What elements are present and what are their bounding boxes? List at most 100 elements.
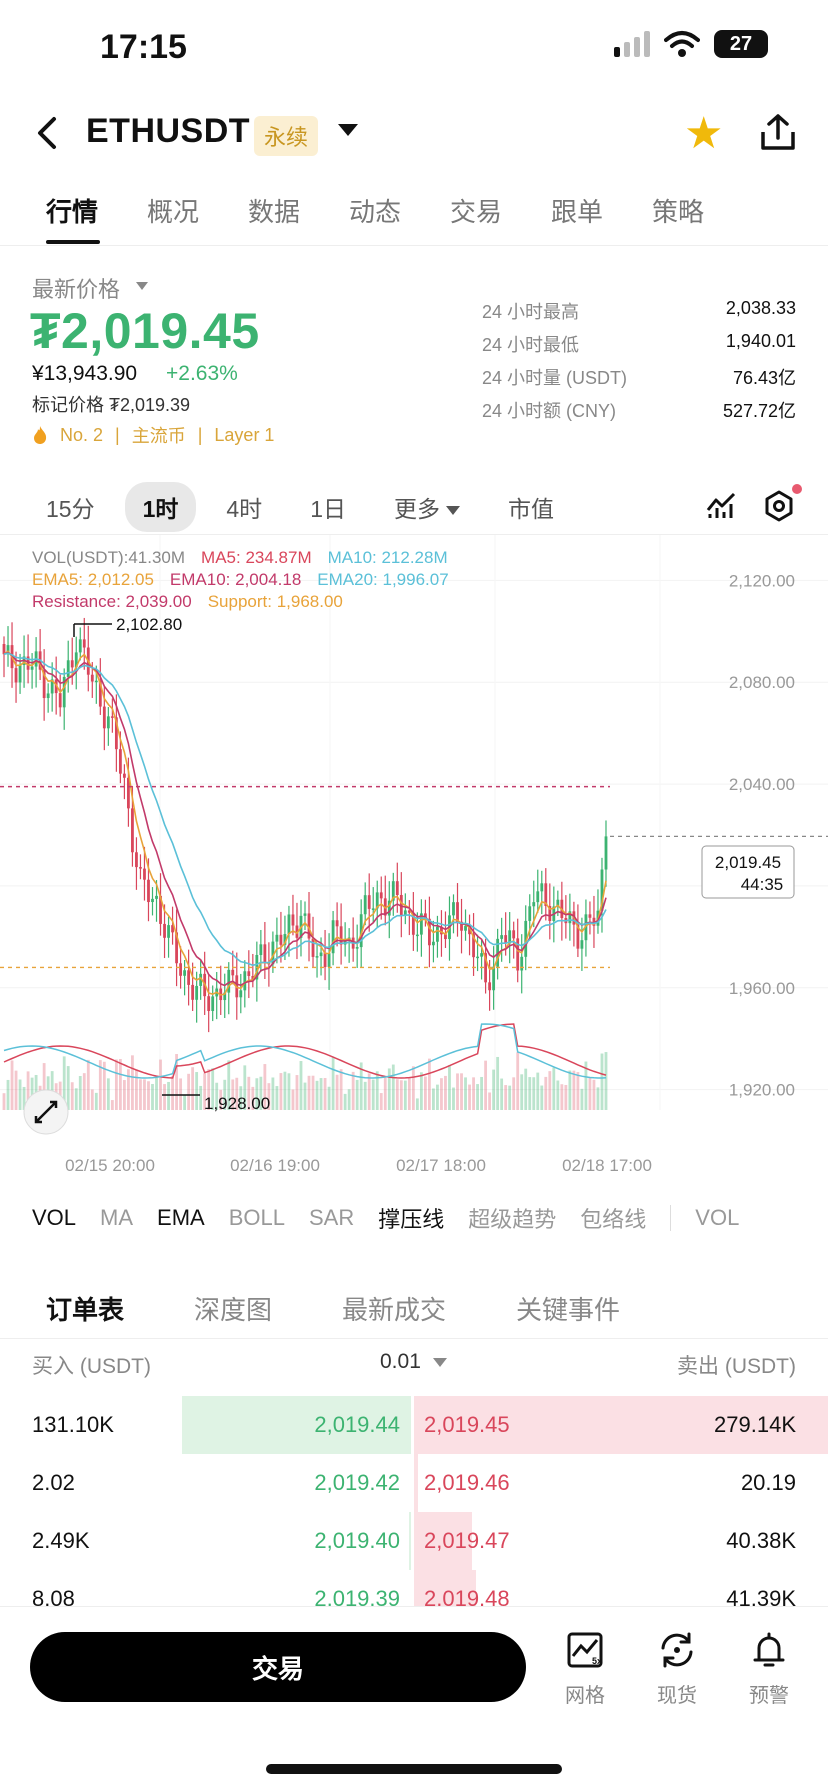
zoom-button[interactable] bbox=[23, 1089, 69, 1135]
caret-down-icon[interactable] bbox=[136, 282, 148, 290]
orderbook-row[interactable]: 131.10K 2,019.44 2,019.45 279.14K bbox=[0, 1396, 828, 1454]
tab-trades[interactable]: 最新成交 bbox=[342, 1295, 447, 1325]
volume-bar bbox=[131, 1055, 134, 1110]
tag-separator: | bbox=[197, 424, 203, 445]
volume-bar bbox=[215, 1082, 219, 1110]
back-button[interactable] bbox=[34, 112, 58, 162]
candle-body bbox=[359, 914, 363, 948]
indicator-boll[interactable]: BOLL bbox=[228, 1205, 285, 1230]
interval-1h[interactable]: 1时 bbox=[124, 482, 197, 532]
tab-strategy[interactable]: 策略 bbox=[652, 197, 705, 227]
volume-bar bbox=[355, 1079, 359, 1110]
stat-row: 24 小时额 (CNY) 527.72亿 bbox=[482, 397, 796, 430]
candle-body bbox=[516, 938, 520, 971]
tab-events[interactable]: 关键事件 bbox=[516, 1295, 621, 1325]
bell-icon bbox=[753, 1632, 785, 1667]
price-step-selector[interactable]: 0.01 bbox=[380, 1350, 447, 1374]
tab-news[interactable]: 动态 bbox=[349, 197, 402, 227]
candlestick-chart[interactable]: 2,120.002,080.002,040.002,000.001,960.00… bbox=[0, 535, 828, 1175]
volume-bar bbox=[18, 1079, 22, 1110]
candle-body bbox=[167, 925, 170, 938]
tab-trade[interactable]: 交易 bbox=[450, 197, 503, 227]
candle-body bbox=[114, 717, 118, 750]
y-tick-label: 2,120.00 bbox=[729, 571, 795, 590]
tab-data[interactable]: 数据 bbox=[248, 197, 301, 227]
volume-bar bbox=[74, 1088, 78, 1110]
volume-bar bbox=[199, 1085, 203, 1110]
candle-body bbox=[283, 934, 287, 945]
grid-button[interactable]: 5x 网格 bbox=[550, 1630, 620, 1708]
volume-bar bbox=[315, 1080, 319, 1110]
volume-bar bbox=[536, 1072, 540, 1110]
candle-body bbox=[287, 914, 291, 935]
symbol-title[interactable]: ETHUSDT bbox=[86, 112, 251, 150]
price-label[interactable]: 最新价格 bbox=[32, 277, 121, 302]
orderbook-row[interactable]: 2.49K 2,019.40 2,019.47 40.38K bbox=[0, 1512, 828, 1570]
spot-button[interactable]: 现货 bbox=[642, 1630, 712, 1708]
volume-bar bbox=[327, 1086, 331, 1110]
volume-bar bbox=[367, 1073, 371, 1110]
candle-body bbox=[568, 911, 572, 924]
interval-4h[interactable]: 4时 bbox=[226, 496, 263, 522]
category-tag[interactable]: 主流币 bbox=[131, 426, 186, 446]
chart-settings-button[interactable] bbox=[764, 490, 794, 527]
ema10-line bbox=[3, 651, 607, 987]
candle-body bbox=[371, 908, 375, 910]
market-cap-toggle[interactable]: 市值 bbox=[507, 496, 554, 522]
indicator-envelope[interactable]: 包络线 bbox=[580, 1207, 647, 1232]
candle-body bbox=[367, 895, 371, 909]
tab-depth[interactable]: 深度图 bbox=[194, 1295, 273, 1325]
caret-down-icon bbox=[445, 506, 460, 516]
volume-bar bbox=[488, 1092, 492, 1110]
indicator-vol[interactable]: VOL bbox=[32, 1205, 77, 1230]
volume-bar bbox=[432, 1088, 435, 1110]
rank-tag[interactable]: No. 2 bbox=[60, 424, 104, 445]
caret-down-icon bbox=[432, 1357, 447, 1367]
layer-tag[interactable]: Layer 1 bbox=[214, 424, 275, 445]
indicator-support-resistance[interactable]: 撑压线 bbox=[378, 1207, 445, 1232]
indicator-supertrend[interactable]: 超级趋势 bbox=[468, 1207, 557, 1232]
volume-bar bbox=[183, 1095, 187, 1110]
orderbook-row[interactable]: 2.02 2,019.42 2,019.46 20.19 bbox=[0, 1454, 828, 1512]
candle-body bbox=[211, 996, 215, 1012]
indicator-ma[interactable]: MA bbox=[100, 1205, 134, 1230]
volume-bar bbox=[520, 1074, 524, 1110]
candle-body bbox=[70, 660, 74, 668]
volume-bar bbox=[255, 1078, 259, 1110]
volume-bar bbox=[411, 1066, 415, 1110]
ask-depth-bar bbox=[414, 1396, 828, 1454]
tab-copy[interactable]: 跟单 bbox=[551, 197, 604, 227]
tab-orderbook[interactable]: 订单表 bbox=[46, 1295, 125, 1325]
candle-body bbox=[275, 934, 279, 942]
trade-button[interactable]: 交易 bbox=[30, 1632, 526, 1702]
interval-1d[interactable]: 1日 bbox=[310, 496, 346, 522]
favorite-star-icon[interactable]: ★ bbox=[684, 109, 724, 158]
interval-more[interactable]: 更多 bbox=[376, 482, 478, 532]
candle-body bbox=[151, 898, 154, 903]
interval-15m[interactable]: 15分 bbox=[46, 496, 95, 522]
price-change-percent: +2.63% bbox=[166, 362, 238, 385]
tab-overview[interactable]: 概况 bbox=[147, 197, 200, 227]
tab-market[interactable]: 行情 bbox=[46, 197, 99, 227]
volume-bar bbox=[516, 1052, 520, 1110]
indicator-button[interactable] bbox=[706, 492, 736, 525]
candle-body bbox=[263, 944, 267, 963]
candle-body bbox=[303, 913, 307, 916]
candle-body bbox=[271, 941, 275, 965]
grid-label: 网格 bbox=[565, 1685, 605, 1707]
candle-body bbox=[66, 660, 70, 677]
indicator-sub-vol[interactable]: VOL bbox=[695, 1205, 740, 1230]
candle-body bbox=[243, 971, 247, 991]
share-button[interactable] bbox=[758, 112, 798, 152]
volume-bar bbox=[419, 1072, 423, 1110]
volume-bar bbox=[98, 1060, 102, 1110]
alert-button[interactable]: 预警 bbox=[734, 1630, 804, 1708]
bid-quantity: 2.49K bbox=[32, 1528, 90, 1553]
svg-text:5x: 5x bbox=[592, 1656, 602, 1666]
indicator-ema[interactable]: EMA bbox=[157, 1205, 205, 1230]
symbol-dropdown-icon[interactable] bbox=[338, 124, 358, 136]
ask-depth-bar bbox=[414, 1512, 472, 1570]
volume-bar bbox=[299, 1061, 303, 1110]
indicator-sar[interactable]: SAR bbox=[308, 1205, 355, 1230]
volume-bar bbox=[311, 1075, 315, 1110]
